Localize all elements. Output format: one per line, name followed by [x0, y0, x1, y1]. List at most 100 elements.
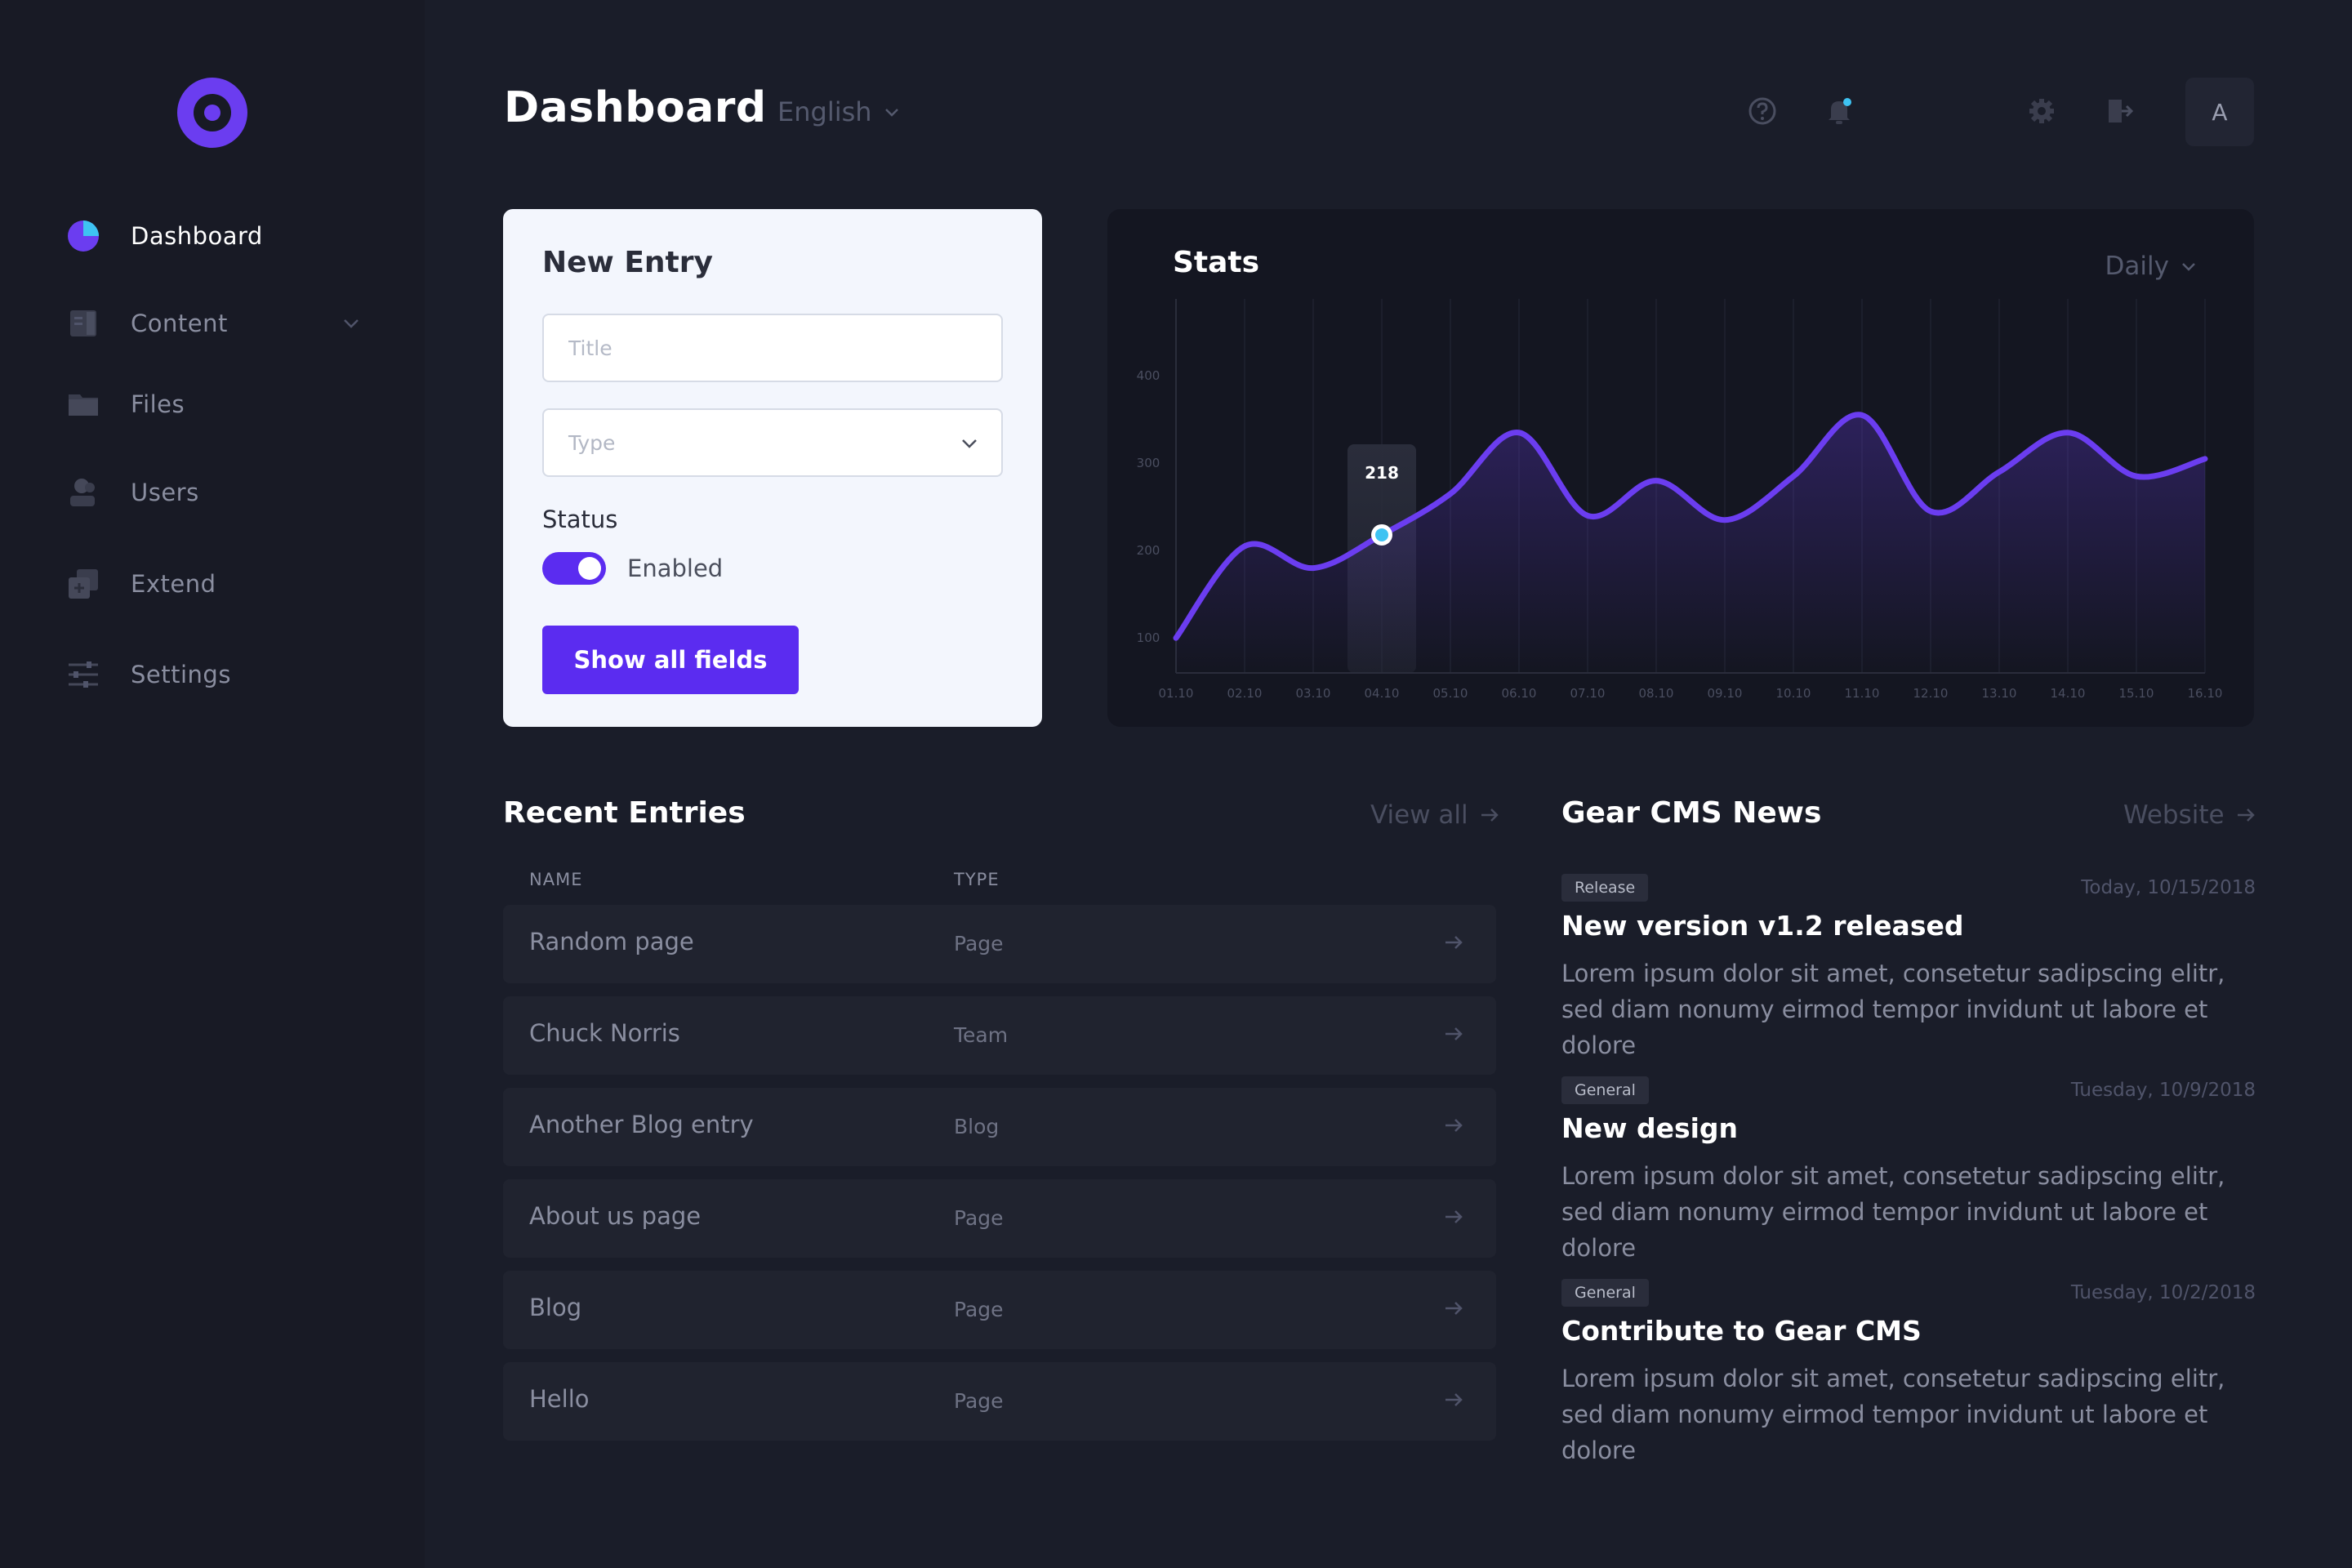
news-title: Gear CMS News	[1561, 796, 1822, 830]
recent-entries-title: Recent Entries	[503, 796, 746, 830]
sidebar-item-users[interactable]: Users	[67, 468, 394, 517]
x-tick-label: 06.10	[1502, 686, 1537, 701]
entry-name: Hello	[529, 1385, 590, 1413]
x-tick-label: 12.10	[1913, 686, 1949, 701]
show-all-fields-button[interactable]: Show all fields	[542, 626, 799, 694]
arrow-right-icon[interactable]	[1444, 1390, 1463, 1413]
sidebar-item-label: Users	[131, 479, 199, 506]
avatar[interactable]: A	[2185, 78, 2254, 146]
table-row[interactable]: Another Blog entry Blog	[503, 1088, 1496, 1166]
language-select[interactable]: English	[777, 96, 900, 127]
sidebar-item-settings[interactable]: Settings	[67, 650, 394, 699]
y-tick-label: 400	[1137, 368, 1160, 383]
status-toggle[interactable]	[542, 552, 606, 585]
sidebar-item-extend[interactable]: Extend	[67, 559, 394, 608]
sidebar-item-dashboard[interactable]: Dashboard	[67, 212, 394, 261]
status-label: Status	[542, 506, 618, 533]
chevron-down-icon	[962, 439, 977, 448]
table-row[interactable]: Chuck Norris Team	[503, 996, 1496, 1075]
x-tick-label: 04.10	[1365, 686, 1400, 701]
user-icon	[67, 476, 100, 509]
x-tick-label: 13.10	[1982, 686, 2017, 701]
entry-name: Random page	[529, 928, 694, 956]
website-link[interactable]: Website	[2123, 800, 2256, 830]
x-tick-label: 05.10	[1433, 686, 1468, 701]
news-date: Tuesday, 10/2/2018	[2070, 1282, 2256, 1303]
view-all-link[interactable]: View all	[1370, 800, 1499, 830]
x-tick-label: 09.10	[1708, 686, 1743, 701]
arrow-right-icon[interactable]	[1444, 933, 1463, 956]
table-row[interactable]: About us page Page	[503, 1179, 1496, 1258]
gear-icon[interactable]	[2024, 93, 2060, 129]
table-row[interactable]: Random page Page	[503, 905, 1496, 983]
x-tick-label: 11.10	[1845, 686, 1880, 701]
new-entry-title: New Entry	[542, 246, 713, 279]
highlight-value-label: 218	[1365, 463, 1399, 483]
arrow-right-icon[interactable]	[1444, 1116, 1463, 1138]
website-link-label: Website	[2123, 800, 2225, 830]
highlight-point	[1375, 528, 1388, 541]
sidebar-item-content[interactable]: Content	[67, 299, 394, 348]
news-item: General Tuesday, 10/9/2018 New design Lorem…	[1561, 1076, 2256, 1262]
y-tick-label: 300	[1137, 456, 1160, 470]
entry-type: Page	[954, 1298, 1004, 1321]
stats-chart: 100 200 300 400 01.10 02.10 03.10 04.10 05.10 06.…	[1137, 299, 2223, 701]
logout-icon[interactable]	[2100, 93, 2136, 129]
type-select-placeholder: Type	[568, 430, 616, 455]
sliders-icon	[67, 658, 100, 691]
sidebar-item-label: Content	[131, 310, 228, 337]
notification-bell-icon[interactable]	[1821, 93, 1857, 129]
news-date: Tuesday, 10/9/2018	[2070, 1080, 2256, 1101]
stats-range-value: Daily	[2105, 252, 2169, 281]
arrow-right-icon[interactable]	[1444, 1024, 1463, 1047]
x-tick-label: 16.10	[2188, 686, 2223, 701]
x-tick-label: 03.10	[1296, 686, 1331, 701]
chevron-down-icon	[2182, 263, 2195, 271]
pie-chart-icon	[67, 220, 100, 252]
chevron-down-icon[interactable]	[341, 314, 361, 336]
entry-name: Blog	[529, 1294, 582, 1321]
news-date: Today, 10/15/2018	[2081, 877, 2256, 898]
sidebar-item-label: Dashboard	[131, 222, 263, 250]
x-tick-label: 10.10	[1776, 686, 1811, 701]
stats-range-select[interactable]: Daily	[2105, 252, 2197, 281]
document-icon	[67, 307, 100, 340]
x-tick-label: 14.10	[2051, 686, 2086, 701]
view-all-label: View all	[1370, 800, 1468, 830]
x-tick-label: 08.10	[1639, 686, 1674, 701]
table-row[interactable]: Hello Page	[503, 1362, 1496, 1441]
news-body: Lorem ipsum dolor sit amet, consetetur s…	[1561, 1162, 2225, 1262]
news-headline[interactable]: New design	[1561, 1112, 1739, 1144]
news-body: Lorem ipsum dolor sit amet, consetetur s…	[1561, 1365, 2225, 1464]
sidebar-item-files[interactable]: Files	[67, 380, 394, 429]
x-tick-label: 07.10	[1570, 686, 1606, 701]
column-header-name: NAME	[529, 870, 583, 889]
entry-type: Page	[954, 1389, 1004, 1413]
folder-icon	[67, 388, 100, 421]
arrow-right-icon	[2237, 808, 2255, 822]
sidebar-item-label: Settings	[131, 661, 231, 688]
entry-type: Blog	[954, 1115, 1000, 1138]
stats-title: Stats	[1173, 246, 1260, 279]
arrow-right-icon[interactable]	[1444, 1207, 1463, 1230]
plugin-icon	[67, 568, 100, 600]
news-headline[interactable]: Contribute to Gear CMS	[1561, 1315, 1922, 1347]
table-row[interactable]: Blog Page	[503, 1271, 1496, 1349]
title-input[interactable]	[542, 314, 1003, 382]
arrow-right-icon[interactable]	[1444, 1298, 1463, 1321]
news-headline[interactable]: New version v1.2 released	[1561, 910, 1964, 942]
help-icon[interactable]	[1744, 93, 1780, 129]
type-select[interactable]: Type	[542, 408, 1003, 477]
column-header-type: TYPE	[954, 870, 1000, 889]
y-tick-label: 100	[1137, 630, 1160, 645]
gear-logo-icon[interactable]	[177, 78, 247, 148]
status-toggle-label: Enabled	[627, 555, 724, 582]
arrow-right-icon	[1481, 808, 1499, 822]
news-badge: General	[1561, 1076, 1649, 1104]
entry-name: Chuck Norris	[529, 1019, 680, 1047]
entry-type: Team	[954, 1023, 1009, 1047]
entry-name: Another Blog entry	[529, 1111, 754, 1138]
x-tick-label: 02.10	[1227, 686, 1263, 701]
sidebar: Dashboard Content Files Users Extend Set…	[0, 0, 425, 1568]
y-tick-label: 200	[1137, 543, 1160, 558]
